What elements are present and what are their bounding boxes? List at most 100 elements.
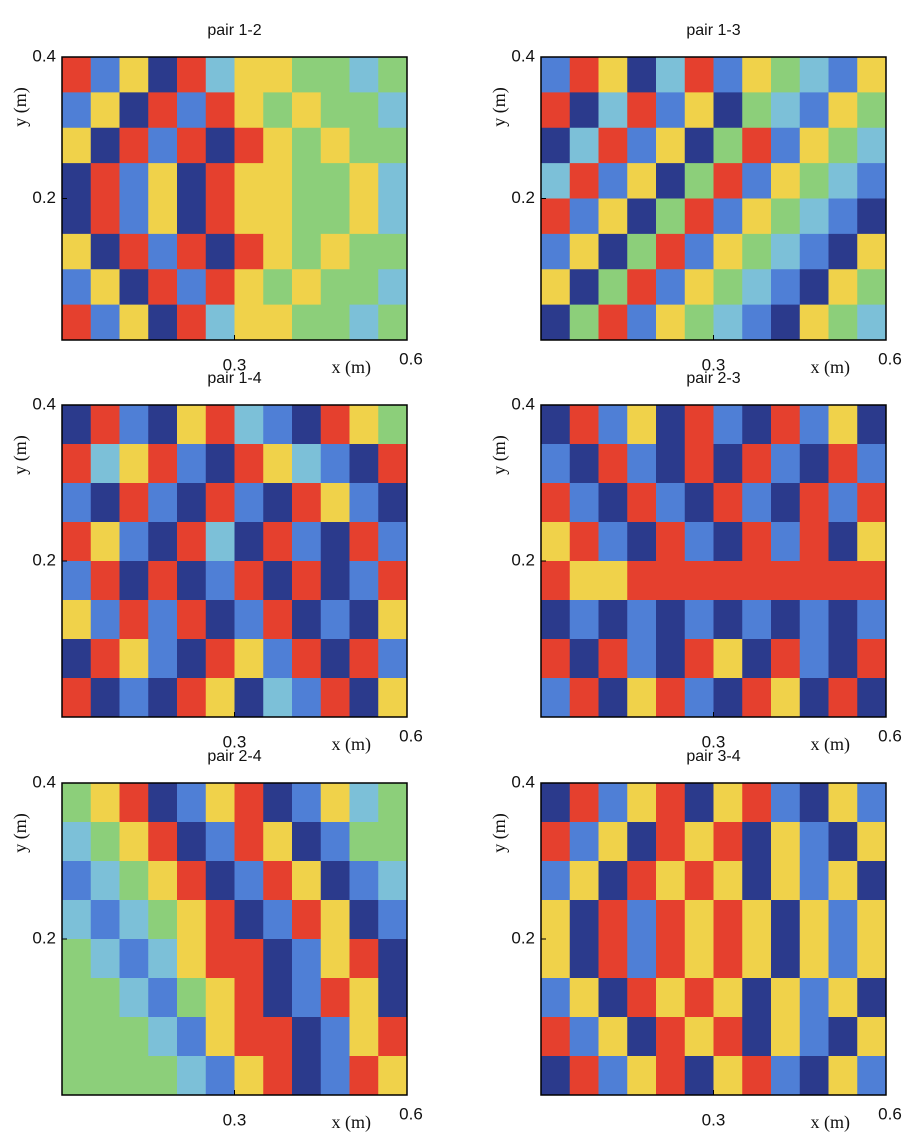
heat-cell [771,1056,801,1096]
x-axis-label: x (m) [332,357,372,378]
heat-cell [656,198,686,235]
heat-cell [378,678,408,718]
heat-cell [378,900,408,940]
heat-cell [713,57,743,93]
heat-cell [263,57,293,93]
heat-cell [627,483,657,523]
panel-title: pair 1-4 [207,370,261,387]
heat-cell [320,783,350,823]
heat-cell [742,269,772,306]
y-axis-label: y (m) [10,87,31,127]
heat-cell [263,269,293,306]
heat-cell [263,561,293,601]
heat-cell [627,163,657,199]
heat-cell [62,233,92,270]
heat-cell [378,861,408,901]
heat-cell [205,939,235,979]
heat-cell [177,783,207,823]
heat-cell [742,1017,772,1057]
heat-cell [828,304,858,341]
heat-cell [62,822,92,862]
heat-cell [656,444,686,484]
heat-cell [828,198,858,235]
heat-cell [828,269,858,306]
heat-cell [292,1017,322,1057]
heat-cell [828,678,858,718]
heat-cell [292,444,322,484]
heat-cell [656,1056,686,1096]
heat-cell [828,978,858,1018]
heat-cell [569,1056,599,1096]
x-tick-label: 0.3 [702,355,726,374]
heat-cell [119,861,149,901]
heat-cell [119,92,149,129]
heat-cell [148,561,178,601]
heat-cell [62,483,92,523]
heat-cell [234,861,264,901]
y-tick-label: 0.2 [32,550,56,569]
heat-cell [742,1056,772,1096]
heat-cell [569,822,599,862]
heat-cell [799,822,829,862]
heat-cell [148,405,178,445]
heat-cell [828,900,858,940]
heat-cell [263,233,293,270]
heat-cell [799,1017,829,1057]
heat-cell [742,561,772,601]
heat-cell [598,822,628,862]
heat-cell [857,92,887,129]
heat-cell [62,978,92,1018]
heat-cell [177,978,207,1018]
heat-cell [684,483,714,523]
heat-cell [263,127,293,164]
heat-cell [349,783,379,823]
heat-cell [90,198,120,235]
heat-cell [713,900,743,940]
heat-cell [828,861,858,901]
heat-cell [90,600,120,640]
heat-cell [90,639,120,679]
heat-cell [627,900,657,940]
heat-cell [742,678,772,718]
heat-cell [627,783,657,823]
heat-cell [541,522,571,562]
heat-cell [569,783,599,823]
heat-cell [857,57,887,93]
heat-cell [90,783,120,823]
y-axis-label: y (m) [489,435,510,475]
x-tick-label: 0.6 [878,1104,902,1123]
heat-cell [378,1017,408,1057]
heat-cell [656,405,686,445]
heat-cell [742,483,772,523]
heat-cell [771,939,801,979]
heat-cell [569,198,599,235]
heat-cell [292,783,322,823]
heat-cell [263,444,293,484]
x-axis-label: x (m) [811,357,851,378]
heat-cell [627,57,657,93]
heat-cell [263,861,293,901]
heat-cell [119,600,149,640]
heat-cell [771,405,801,445]
heat-cell [263,198,293,235]
heat-cell [541,198,571,235]
panel: pair 2-4 0.2 0.4 0.3 0.6 x (m) y (m) [10,748,423,1133]
heat-cell [148,444,178,484]
heat-cell [292,269,322,306]
heat-cell [569,939,599,979]
heat-cell [90,233,120,270]
x-tick-label: 0.6 [399,1104,423,1123]
heat-cell [177,233,207,270]
heat-cell [828,561,858,601]
heat-cell [598,163,628,199]
heat-cell [378,522,408,562]
y-tick-label: 0.4 [32,46,56,65]
heat-cell [742,600,772,640]
y-tick-label: 0.2 [511,188,535,207]
heat-cell [292,561,322,601]
heat-cell [349,1017,379,1057]
heat-cell [292,233,322,270]
heat-cell [378,939,408,979]
heat-cell [541,1017,571,1057]
heat-cell [292,639,322,679]
